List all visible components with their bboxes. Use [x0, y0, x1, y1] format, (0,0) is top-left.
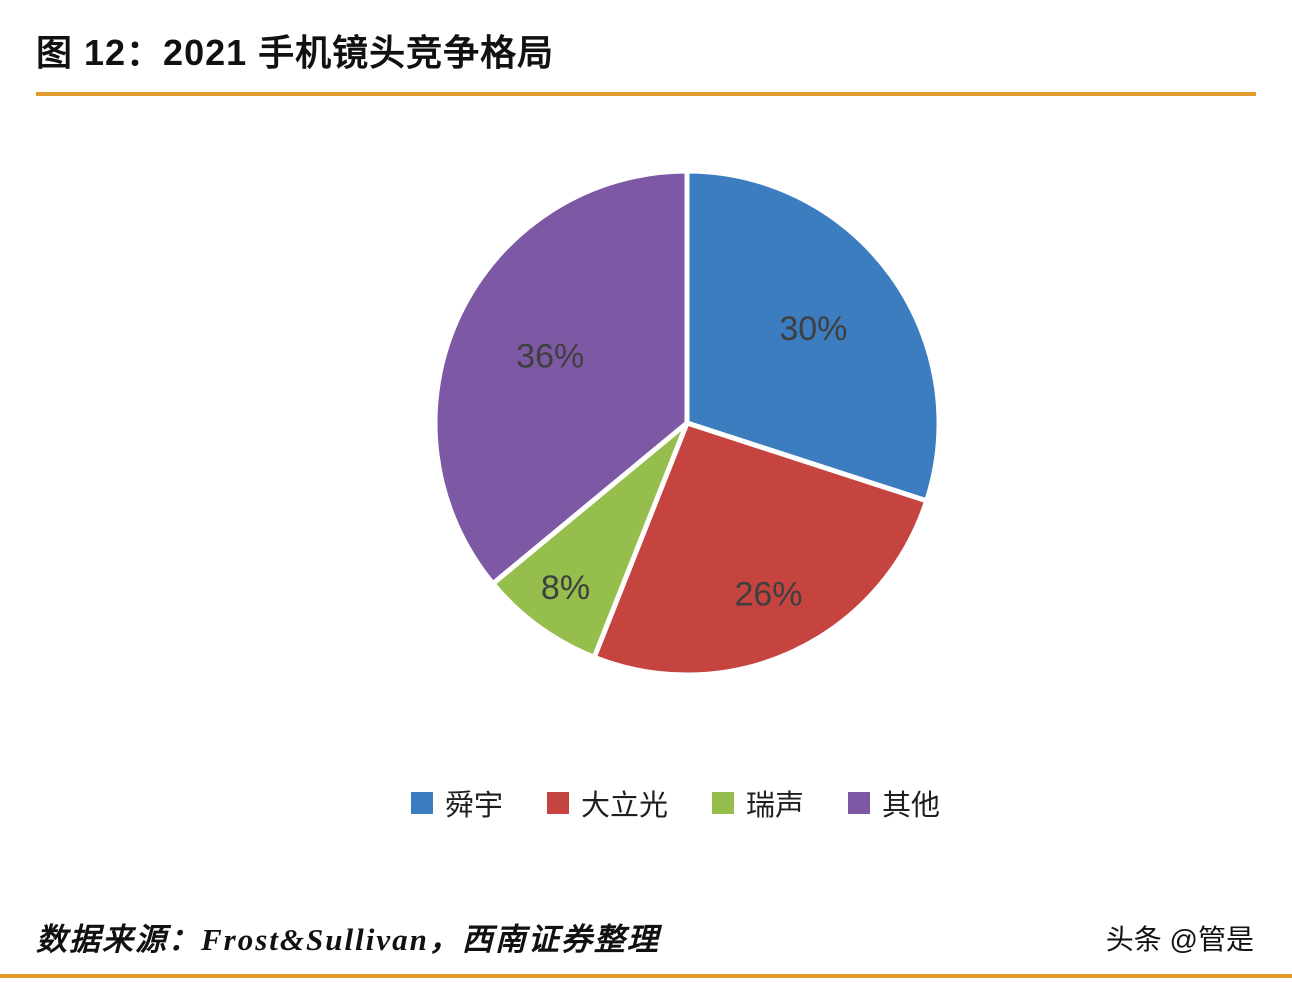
pie-chart: 30% 26% 8% 36%	[432, 168, 942, 678]
pie-slice-2	[490, 420, 690, 660]
legend-item-1: 大立光	[546, 782, 668, 824]
legend-label: 瑞声	[746, 790, 805, 822]
bottom-divider-line	[0, 974, 1292, 978]
pie-slice-label-2: 8%	[541, 569, 590, 607]
top-divider-line	[36, 92, 1256, 96]
pie-slice-label-0: 30%	[779, 310, 847, 348]
legend-label: 大立光	[580, 790, 668, 822]
legend-label: 其他	[882, 790, 941, 822]
legend-swatch-icon	[546, 792, 569, 814]
data-source-note: 数据来源：Frost&Sullivan，西南证券整理	[36, 922, 660, 957]
watermark-text: 头条 @管是	[1105, 924, 1254, 955]
legend-item-2: 瑞声	[712, 782, 804, 824]
pie-slice-1	[591, 420, 930, 678]
legend-label: 舜宇	[444, 790, 503, 822]
pie-slice-0	[684, 168, 942, 504]
legend-swatch-icon	[712, 792, 734, 814]
legend-item-0: 舜宇	[410, 782, 503, 824]
pie-chart-area: 30% 26% 8% 36%	[412, 148, 962, 698]
figure-title: 图 12：2021 手机镜头竞争格局	[36, 32, 555, 73]
pie-slice-label-3: 36%	[516, 338, 584, 376]
pie-slice-3	[432, 168, 690, 587]
legend-swatch-icon	[410, 792, 433, 814]
legend-swatch-icon	[848, 792, 871, 814]
legend-item-3: 其他	[848, 782, 940, 824]
chart-legend: 舜宇 大立光 瑞声 其他	[59, 782, 1292, 824]
pie-slice-label-1: 26%	[734, 575, 802, 613]
